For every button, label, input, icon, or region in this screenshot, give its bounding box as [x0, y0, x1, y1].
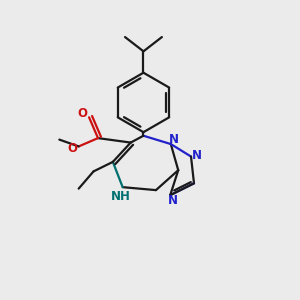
Text: O: O: [77, 107, 88, 120]
Text: N: N: [169, 133, 179, 146]
Text: O: O: [67, 142, 77, 155]
Text: N: N: [192, 149, 202, 162]
Text: N: N: [168, 194, 178, 207]
Text: NH: NH: [111, 190, 131, 202]
